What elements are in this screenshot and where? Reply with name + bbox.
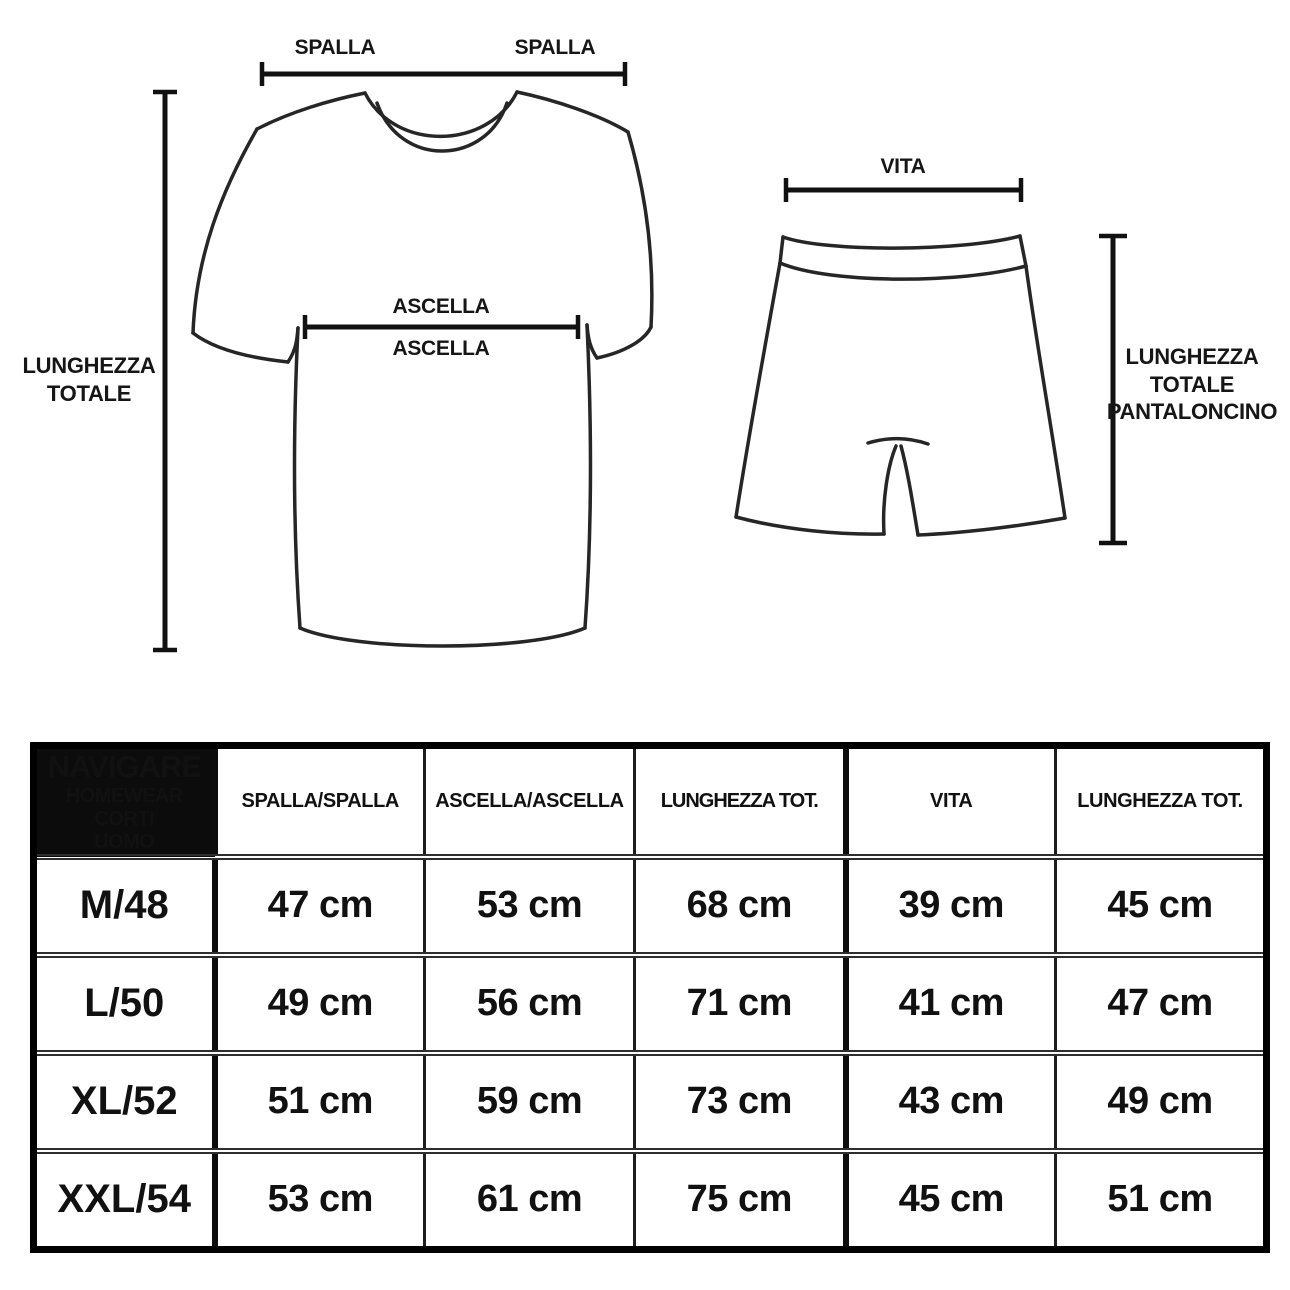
size-cell: XXL/54 xyxy=(32,1147,218,1253)
col-header-vita: VITA xyxy=(844,742,1057,860)
value-cell: 41 cm xyxy=(844,951,1057,1056)
brand-cell: NAVIGARE HOMEWEAR CORTI UOMO xyxy=(32,742,218,860)
lunghezza-pantaloncino-label: LUNGHEZZA TOTALE PANTALONCINO xyxy=(1106,343,1278,426)
brand-subtitle2: UOMO xyxy=(94,830,155,853)
value-cell: 47 cm xyxy=(1054,951,1268,1056)
brand-title: NAVIGARE xyxy=(47,749,202,784)
spalla-label-right: SPALLA xyxy=(514,36,596,59)
value-cell: 61 cm xyxy=(423,1147,636,1253)
tshirt-collar-outer xyxy=(363,90,519,139)
col-header-lunghezza-shorts: LUNGHEZZA TOT. xyxy=(1054,742,1268,860)
ascella-measure-line xyxy=(302,315,581,339)
header-row: NAVIGARE HOMEWEAR CORTI UOMO SPALLA/SPAL… xyxy=(32,742,1268,860)
value-cell: 56 cm xyxy=(423,951,636,1056)
shorts-outline xyxy=(734,234,1067,537)
value-cell: 59 cm xyxy=(423,1049,636,1154)
value-cell: 53 cm xyxy=(213,1147,426,1253)
lunghezza-pant-line3: PANTALONCINO xyxy=(1106,399,1278,424)
col-header-ascella: ASCELLA/ASCELLA xyxy=(423,742,636,860)
table-row: XL/52 51 cm 59 cm 73 cm 43 cm 49 cm xyxy=(32,1049,1268,1154)
tshirt-collar-inner xyxy=(375,101,509,153)
value-cell: 73 cm xyxy=(633,1049,849,1154)
value-cell: 71 cm xyxy=(633,951,849,1056)
value-cell: 45 cm xyxy=(844,1147,1057,1253)
value-cell: 47 cm xyxy=(213,853,426,958)
lunghezza-pant-line1: LUNGHEZZA xyxy=(1125,344,1259,369)
value-cell: 49 cm xyxy=(1054,1049,1268,1154)
value-cell: 51 cm xyxy=(213,1049,426,1154)
vita-label: VITA xyxy=(880,155,926,178)
size-cell: L/50 xyxy=(32,951,218,1056)
table-row: M/48 47 cm 53 cm 68 cm 39 cm 45 cm xyxy=(32,853,1268,958)
value-cell: 68 cm xyxy=(633,853,849,958)
size-cell: XL/52 xyxy=(32,1049,218,1154)
ascella-label-top: ASCELLA xyxy=(392,295,490,318)
lunghezza-totale-measure-line xyxy=(153,89,177,653)
ascella-label-bottom: ASCELLA xyxy=(392,337,490,360)
lunghezza-totale-label: LUNGHEZZA TOTALE xyxy=(23,352,156,407)
value-cell: 45 cm xyxy=(1054,853,1268,958)
garment-drawings xyxy=(153,62,1127,653)
value-cell: 49 cm xyxy=(213,951,426,1056)
lunghezza-pant-line2: TOTALE xyxy=(1149,371,1235,397)
lunghezza-totale-line2: TOTALE xyxy=(46,380,132,406)
value-cell: 53 cm xyxy=(423,853,636,958)
tshirt-outline xyxy=(191,90,654,648)
measurement-diagram: SPALLA SPALLA ASCELLA ASCELLA LUNGHEZZA … xyxy=(23,36,1278,653)
table-row: XXL/54 53 cm 61 cm 75 cm 45 cm 51 cm xyxy=(32,1147,1268,1253)
size-table: NAVIGARE HOMEWEAR CORTI UOMO SPALLA/SPAL… xyxy=(30,742,1270,1253)
spalla-label-left: SPALLA xyxy=(294,36,376,59)
value-cell: 43 cm xyxy=(844,1049,1057,1154)
brand-subtitle: HOMEWEAR CORTI xyxy=(65,784,184,830)
col-header-lunghezza-shirt: LUNGHEZZA TOT. xyxy=(633,742,849,860)
lunghezza-pantaloncino-measure-line xyxy=(1099,233,1127,546)
lunghezza-totale-line1: LUNGHEZZA xyxy=(22,353,156,378)
value-cell: 39 cm xyxy=(844,853,1057,958)
value-cell: 75 cm xyxy=(633,1147,849,1253)
table-row: L/50 49 cm 56 cm 71 cm 41 cm 47 cm xyxy=(32,951,1268,1056)
shorts-crotch xyxy=(866,436,930,446)
size-cell: M/48 xyxy=(32,853,218,958)
spalla-measure-line xyxy=(259,62,628,86)
col-header-spalla: SPALLA/SPALLA xyxy=(213,742,426,860)
value-cell: 51 cm xyxy=(1054,1147,1268,1253)
vita-measure-line xyxy=(783,178,1024,202)
